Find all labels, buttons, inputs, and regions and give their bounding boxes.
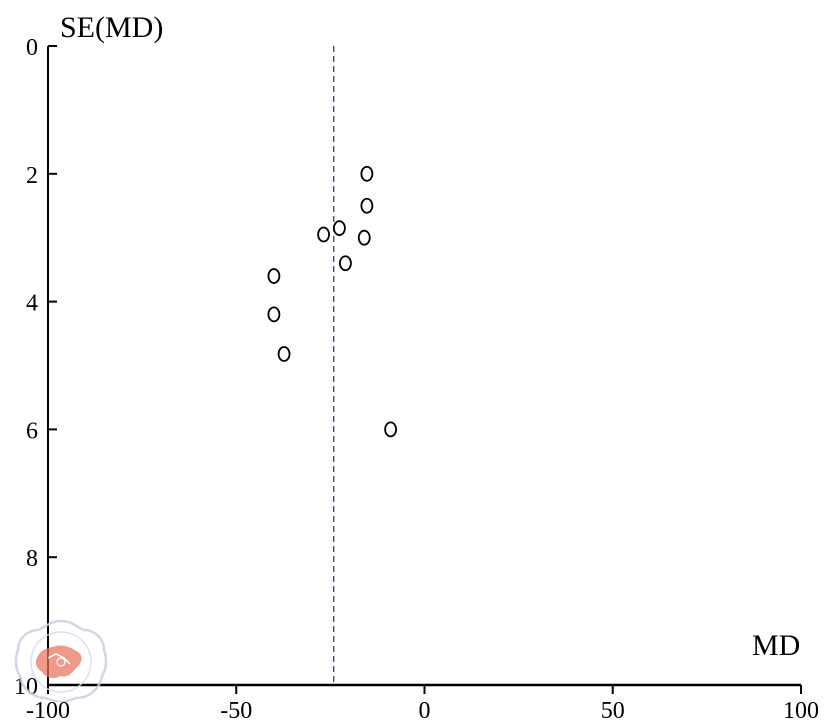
y-tick-label: 4 [26, 291, 38, 317]
y-tick-label: 8 [26, 546, 38, 572]
y-tick-label: 0 [26, 35, 38, 61]
seal-emblem-icon [12, 618, 110, 704]
data-point [384, 421, 398, 438]
x-axis-ticks: -100 -50 0 50 100 [26, 685, 819, 724]
data-point [339, 255, 352, 272]
y-axis-title: SE(MD) [60, 11, 163, 44]
data-points [267, 165, 398, 438]
x-tick-label: -100 [26, 698, 70, 724]
data-point [267, 306, 281, 323]
data-point [317, 226, 330, 243]
data-point [277, 346, 291, 362]
data-point [267, 268, 281, 284]
data-point [360, 165, 374, 182]
y-tick-label: 2 [26, 163, 38, 189]
x-axis-title: MD [752, 629, 800, 662]
y-tick-label: 6 [26, 418, 38, 444]
x-tick-label: 100 [783, 698, 819, 724]
x-tick-label: 50 [601, 698, 625, 724]
axes [47, 46, 801, 687]
data-point [357, 229, 371, 246]
data-point [333, 220, 346, 237]
x-tick-label: 0 [419, 698, 431, 724]
x-tick-label: -50 [220, 698, 252, 724]
data-point [360, 197, 374, 214]
